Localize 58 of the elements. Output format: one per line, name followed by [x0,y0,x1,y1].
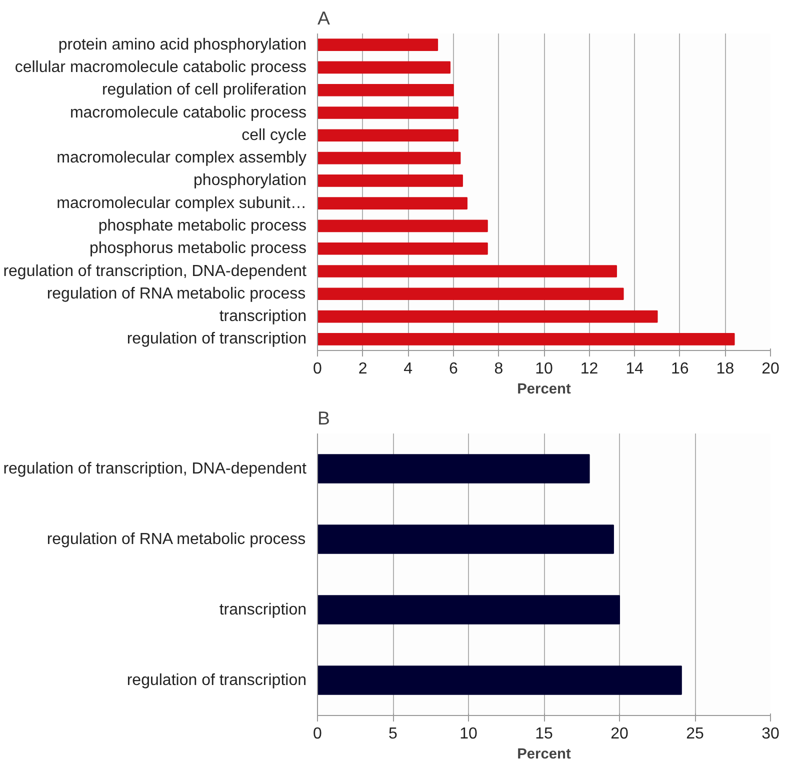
x-tick-label: 5 [388,726,398,742]
y-tick-label: regulation of transcription [126,672,306,689]
bar [318,265,617,278]
x-axis-title: Percent [517,746,571,762]
y-tick-label: transcription [219,601,307,618]
y-tick-label: cellular macromolecule catabolic process [14,58,307,76]
x-tick-label: 0 [313,726,322,742]
y-tick-label: regulation of RNA metabolic process [46,530,306,548]
bar [318,38,438,51]
y-tick-label: macromolecular complex assembly [56,150,306,167]
x-tick-label: 15 [535,726,553,742]
bar [318,174,463,187]
bar [318,106,458,119]
y-tick-label: regulation of transcription [126,330,306,348]
x-tick-label: 30 [762,726,780,742]
chart-title: A [318,8,330,28]
bar [318,129,458,142]
y-tick-label: phosphate metabolic process [98,217,306,234]
bar [318,454,590,484]
bar [318,84,454,96]
y-tick-label: protein amino acid phosphorylation [58,36,306,54]
y-tick-label: regulation of cell proliferation [102,82,306,99]
bar [318,666,682,695]
y-tick-label: regulation of transcription, DNA-dependent [3,460,308,478]
y-tick-label: regulation of transcription, DNA-dependent [3,262,308,280]
bar [318,288,624,300]
x-tick-label: 4 [404,360,413,378]
x-tick-label: 18 [716,360,734,378]
x-tick-label: 12 [580,360,598,378]
bar [318,197,468,210]
bar [318,310,658,323]
bar [318,595,620,624]
x-tick-label: 14 [626,360,644,378]
y-tick-label: phosphorus metabolic process [89,240,307,258]
x-tick-label: 10 [535,360,553,378]
bar [318,524,614,554]
chart-title: B [318,408,330,428]
x-tick-label: 0 [313,360,322,378]
x-tick-label: 20 [610,726,628,742]
bar [318,61,451,74]
x-tick-label: 25 [686,726,704,742]
x-tick-label: 10 [460,726,478,742]
x-tick-label: 6 [448,360,458,378]
bar [318,333,735,346]
y-tick-label: transcription [219,308,307,326]
x-axis-title: Percent [517,382,571,398]
y-tick-label: macromolecular complex subunit… [56,194,306,212]
x-tick-label: 8 [494,360,504,378]
y-tick-label: macromolecule catabolic process [70,104,306,122]
y-tick-label: cell cycle [242,126,307,144]
y-tick-label: regulation of RNA metabolic process [46,285,306,302]
bar [318,220,488,232]
y-tick-label: phosphorylation [194,172,306,190]
x-tick-label: 2 [358,360,368,378]
bar [318,242,488,255]
x-tick-label: 20 [762,360,780,378]
x-tick-label: 16 [671,360,689,378]
bar [318,152,461,164]
